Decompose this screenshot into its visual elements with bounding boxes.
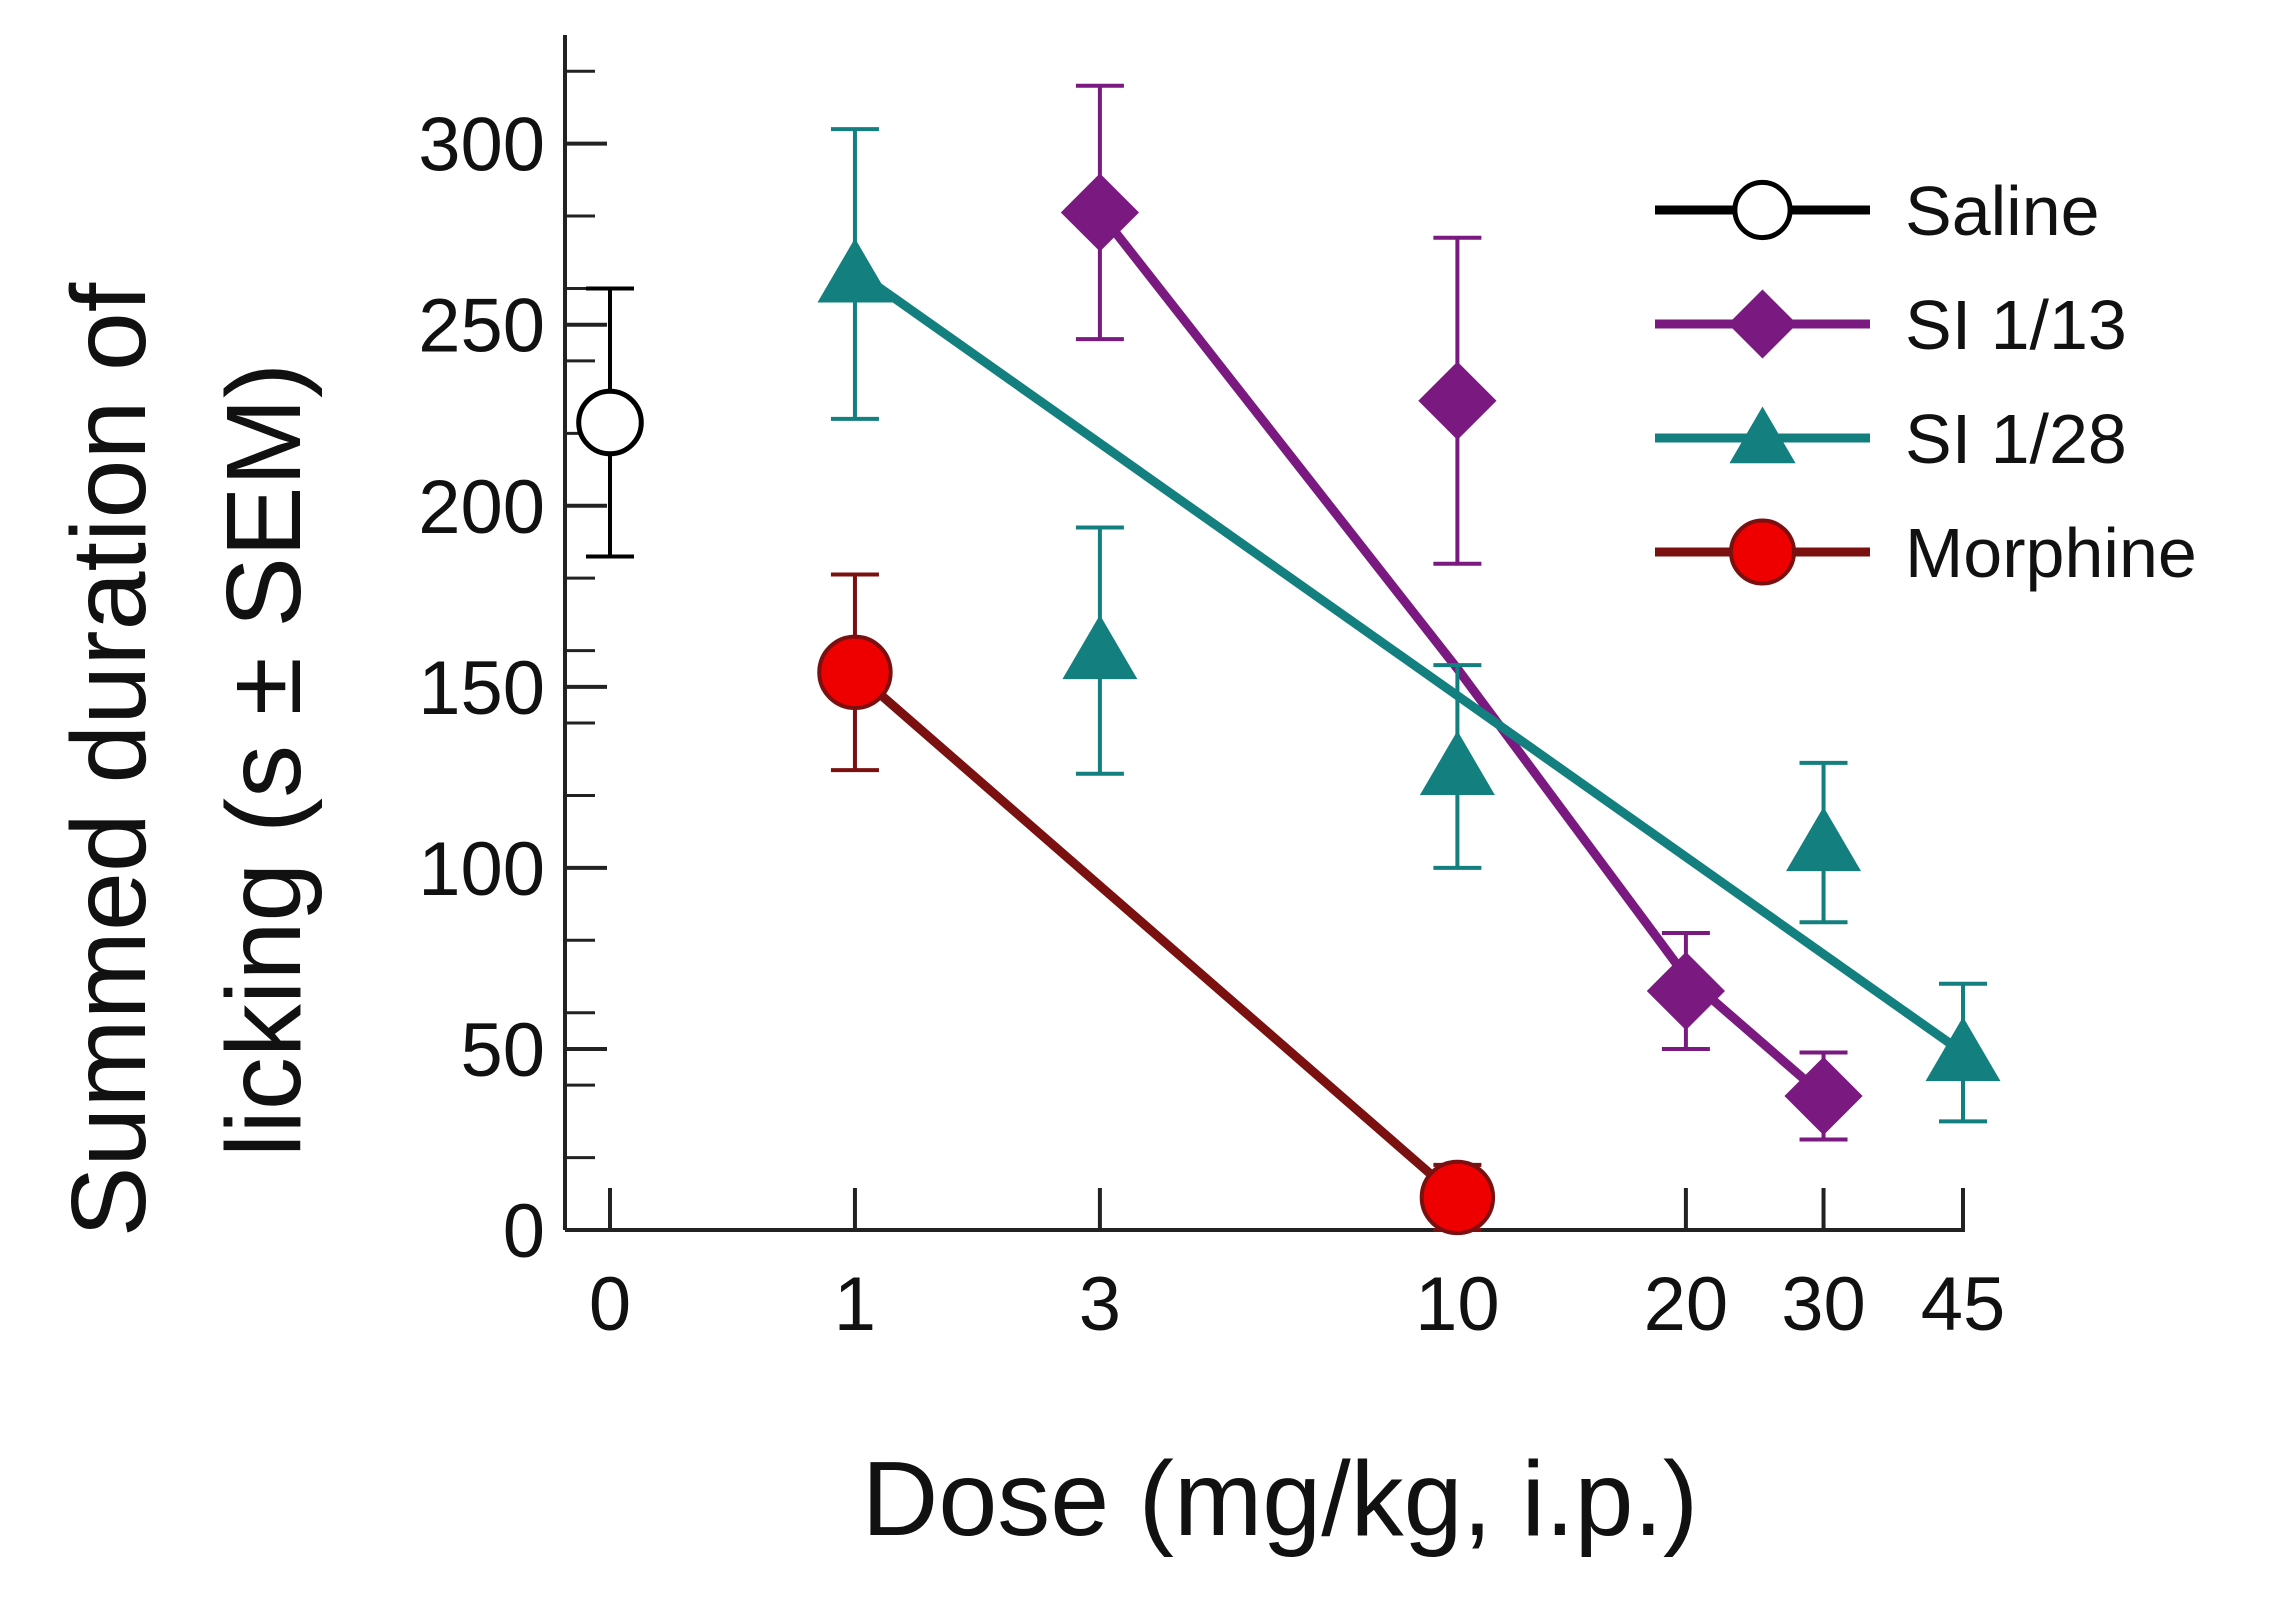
y-tick-label-300: 300 bbox=[418, 103, 545, 188]
y-tick-label-0: 0 bbox=[503, 1189, 545, 1274]
si-1-28-point bbox=[1062, 614, 1138, 680]
y-tick-label-50: 50 bbox=[460, 1008, 545, 1093]
y-tick-label-150: 150 bbox=[418, 646, 545, 731]
si-1-28-point bbox=[1786, 806, 1862, 872]
legend-label-si-1-28: SI 1/28 bbox=[1905, 400, 2127, 478]
si-1-13-fit-line bbox=[1096, 209, 1827, 1100]
y-axis-title-line-1: Summed duration of bbox=[50, 282, 168, 1237]
fit-lines bbox=[851, 209, 1966, 1201]
morphine-point bbox=[817, 634, 893, 711]
legend-label-morphine: Morphine bbox=[1905, 514, 2197, 592]
si-1-13-point bbox=[1646, 951, 1726, 1031]
x-tick-label-10: 10 bbox=[1415, 1262, 1500, 1347]
y-tick-label-200: 200 bbox=[418, 465, 545, 550]
y-axis-title-line-2: licking (s ± SEM) bbox=[205, 363, 323, 1157]
legend-marker-saline bbox=[1732, 179, 1793, 241]
y-tick-label-100: 100 bbox=[418, 827, 545, 912]
si-1-28-point bbox=[817, 238, 893, 303]
x-tick-label-1: 1 bbox=[834, 1262, 876, 1347]
x-axis-title: Dose (mg/kg, i.p.) bbox=[862, 1440, 1698, 1558]
si-1-28-fit-line bbox=[852, 266, 1966, 1057]
data-markers bbox=[576, 173, 2001, 1236]
x-tick-label-0: 0 bbox=[589, 1262, 631, 1347]
legend-marker-morphine bbox=[1729, 518, 1796, 586]
si-1-13-point bbox=[1784, 1056, 1863, 1136]
axes: 0 50 100 150 200 250 300 0 1 3 10 20 30 45 bbox=[418, 35, 2005, 1347]
legend-label-si-1-13: SI 1/13 bbox=[1905, 286, 2127, 364]
si-1-13-point bbox=[1418, 361, 1497, 440]
legend: Saline SI 1/13 SI 1/28 Morphine bbox=[1655, 172, 2197, 592]
x-tick-label-45: 45 bbox=[1921, 1262, 2006, 1347]
legend-label-saline: Saline bbox=[1905, 172, 2100, 250]
x-tick-label-3: 3 bbox=[1079, 1262, 1121, 1347]
morphine-fit-line bbox=[851, 668, 1461, 1201]
legend-marker-si-1-13 bbox=[1728, 289, 1797, 359]
si-1-13-point bbox=[1060, 173, 1140, 252]
si-1-28-point bbox=[1419, 730, 1495, 796]
saline-point bbox=[576, 388, 644, 457]
legend-marker-si-1-28 bbox=[1729, 406, 1796, 464]
y-tick-label-250: 250 bbox=[418, 284, 545, 369]
morphine-point bbox=[1419, 1159, 1496, 1236]
x-tick-label-30: 30 bbox=[1781, 1262, 1866, 1347]
si-1-28-point bbox=[1925, 1016, 2001, 1082]
x-tick-label-20: 20 bbox=[1644, 1262, 1729, 1347]
